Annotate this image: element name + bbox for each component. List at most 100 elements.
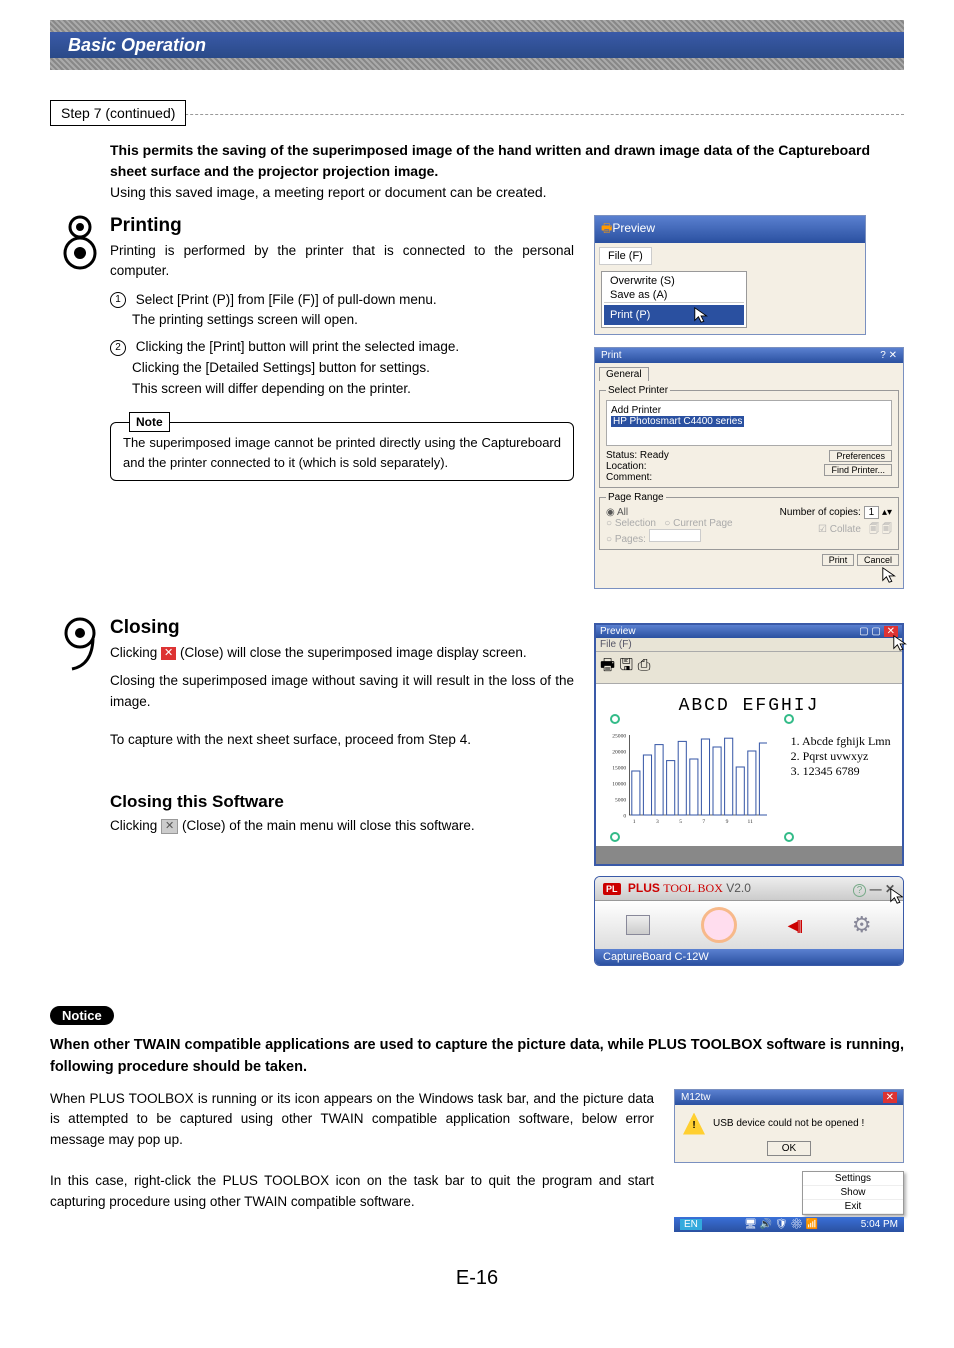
notice-p2: In this case, right-click the PLUS TOOLB… bbox=[50, 1171, 654, 1213]
svg-text:9: 9 bbox=[726, 819, 729, 825]
range-sel-cur: ○ Selection ○ Current Page bbox=[606, 518, 733, 529]
closing-p3: To capture with the next sheet surface, … bbox=[110, 730, 574, 750]
note-body: The superimposed image cannot be printed… bbox=[123, 433, 561, 472]
record-icon[interactable] bbox=[701, 907, 737, 943]
system-tray: EN 🖥 🔊 🛡 ⚙ 📶 5:04 PM bbox=[674, 1217, 904, 1232]
select-printer-group: Select Printer Add Printer HP Photosmart… bbox=[599, 385, 899, 488]
page-range-legend: Page Range bbox=[606, 492, 666, 503]
tray-time: 5:04 PM bbox=[861, 1219, 898, 1230]
svg-text:5: 5 bbox=[680, 819, 683, 825]
closing-p2: Closing the superimposed image without s… bbox=[110, 671, 574, 712]
svg-text:11: 11 bbox=[748, 819, 754, 825]
closing-heading: Closing bbox=[110, 617, 574, 639]
marker-dot bbox=[610, 714, 620, 724]
closing-software-b: (Close) of the main menu will close this… bbox=[178, 818, 474, 833]
page-header: Basic Operation bbox=[50, 20, 904, 70]
printing-step2-line3: This screen will differ depending on the… bbox=[132, 379, 411, 400]
handwritten-list: 1. Abcde fghijk Lmn 2. Pqrst uvwxyz 3. 1… bbox=[791, 734, 891, 779]
settings-icon[interactable]: ⚙ bbox=[852, 912, 872, 938]
copies-row: Number of copies: 1 ▴▾ bbox=[780, 507, 892, 518]
print-dialog-footer: Print Cancel bbox=[599, 554, 899, 566]
context-menu: Settings Show Exit bbox=[802, 1171, 904, 1215]
svg-text:0: 0 bbox=[624, 813, 627, 819]
notice-intro: When other TWAIN compatible applications… bbox=[50, 1035, 904, 1079]
note-label: Note bbox=[129, 412, 170, 432]
printing-intro: Printing is performed by the printer tha… bbox=[110, 241, 574, 282]
svg-text:25000: 25000 bbox=[613, 733, 627, 739]
notice-p1: When PLUS TOOLBOX is running or its icon… bbox=[50, 1089, 654, 1152]
collate-row: ☑ Collate 🗐 🗐 bbox=[780, 522, 892, 539]
print-dialog-help-close[interactable]: ? ✕ bbox=[880, 350, 897, 361]
selected-printer[interactable]: HP Photosmart C4400 series bbox=[611, 416, 744, 427]
bar-chart: 25000200001500010000500001357911 bbox=[607, 724, 767, 834]
taskbar-area: Settings Show Exit EN 🖥 🔊 🛡 ⚙ 📶 5:04 PM bbox=[674, 1171, 904, 1232]
closing-software-heading: Closing this Software bbox=[110, 792, 574, 812]
svg-text:7: 7 bbox=[703, 819, 706, 825]
toolbox-device: CaptureBoard C-12W bbox=[595, 949, 903, 965]
find-printer-button[interactable]: Find Printer... bbox=[824, 464, 892, 476]
cursor-icon bbox=[693, 306, 711, 324]
general-tab[interactable]: General bbox=[599, 367, 649, 381]
preview-menu-window: Preview File (F) Overwrite (S) Save as (… bbox=[594, 215, 866, 335]
cursor-icon-4 bbox=[889, 887, 904, 905]
tray-icons[interactable]: 🖥 🔊 🛡 ⚙ 📶 bbox=[744, 1219, 818, 1230]
tray-lang[interactable]: EN bbox=[680, 1219, 702, 1230]
preview-footer bbox=[596, 846, 902, 864]
cursor-icon-2 bbox=[881, 566, 899, 584]
page-number: E-16 bbox=[50, 1267, 904, 1290]
canvas-heading: ABCD EFGHIJ bbox=[606, 696, 892, 716]
printing-step2-line2: Clicking the [Detailed Settings] button … bbox=[132, 358, 430, 379]
closing-p1-b: (Close) will close the superimposed imag… bbox=[176, 645, 526, 660]
marker-dot bbox=[610, 832, 620, 842]
marker-dot bbox=[784, 832, 794, 842]
preferences-button[interactable]: Preferences bbox=[829, 450, 892, 462]
range-pages: ○ Pages: bbox=[606, 529, 733, 545]
page-title: Basic Operation bbox=[50, 32, 904, 58]
print-button[interactable]: Print bbox=[822, 554, 855, 566]
printing-step2-line1: Clicking the [Print] button will print t… bbox=[136, 339, 459, 354]
step-8-icon bbox=[60, 215, 100, 270]
range-all[interactable]: ◉ All bbox=[606, 507, 733, 518]
feed-icon[interactable]: ◀||| bbox=[788, 917, 802, 934]
printing-step1-line1: Select [Print (P)] from [File (F)] of pu… bbox=[136, 292, 437, 307]
toolbox-brand: PL PLUS TOOL BOX V2.0 bbox=[603, 881, 751, 896]
add-printer[interactable]: Add Printer bbox=[611, 405, 887, 416]
error-message: USB device could not be opened ! bbox=[713, 1118, 864, 1129]
menu-print[interactable]: Print (P) bbox=[604, 305, 744, 325]
svg-text:5000: 5000 bbox=[615, 797, 626, 803]
ctx-show[interactable]: Show bbox=[803, 1186, 903, 1200]
list-item-2: 2. Pqrst uvwxyz bbox=[791, 749, 891, 764]
preview-toolbar-icons[interactable]: 🖶 🖫 ⎙ bbox=[596, 652, 902, 684]
file-menu-button[interactable]: File (F) bbox=[599, 247, 652, 265]
marker-dot bbox=[784, 714, 794, 724]
camera-icon[interactable] bbox=[626, 915, 650, 935]
menu-saveas[interactable]: Save as (A) bbox=[604, 288, 744, 302]
close-icon-gray: ✕ bbox=[161, 819, 178, 834]
toolbox-brand-plus: PLUS bbox=[628, 881, 663, 895]
copies-value[interactable]: 1 bbox=[864, 506, 880, 519]
cancel-button[interactable]: Cancel bbox=[857, 554, 899, 566]
print-dialog-title-text: Print bbox=[601, 350, 622, 361]
status-line: Status: Ready bbox=[606, 450, 669, 461]
list-item-3: 3. 12345 6789 bbox=[791, 764, 891, 779]
preview-menu-bar[interactable]: File (F) bbox=[596, 638, 902, 652]
toolbox-version: V2.0 bbox=[723, 881, 751, 895]
step-label: Step 7 (continued) bbox=[50, 100, 186, 126]
ctx-settings[interactable]: Settings bbox=[803, 1172, 903, 1186]
svg-text:10000: 10000 bbox=[613, 781, 627, 787]
preview-window-titlebar: Preview ▢ ▢ ✕ bbox=[596, 625, 902, 638]
svg-text:20000: 20000 bbox=[613, 749, 627, 755]
closing-p1-a: Clicking bbox=[110, 645, 161, 660]
closing-software-a: Clicking bbox=[110, 818, 161, 833]
menu-overwrite[interactable]: Overwrite (S) bbox=[604, 274, 744, 288]
closing-software-p: Clicking ✕ (Close) of the main menu will… bbox=[110, 816, 574, 836]
notice-label: Notice bbox=[50, 1006, 114, 1025]
error-close-icon[interactable]: ✕ bbox=[883, 1092, 897, 1103]
printing-step1-line2: The printing settings screen will open. bbox=[132, 310, 358, 331]
step-9-icon bbox=[60, 617, 100, 672]
note-box: Note The superimposed image cannot be pr… bbox=[110, 422, 574, 481]
comment-line: Comment: bbox=[606, 472, 669, 483]
print-dialog-title: Print ? ✕ bbox=[595, 348, 903, 363]
ctx-exit[interactable]: Exit bbox=[803, 1200, 903, 1214]
ok-button[interactable]: OK bbox=[767, 1141, 811, 1156]
